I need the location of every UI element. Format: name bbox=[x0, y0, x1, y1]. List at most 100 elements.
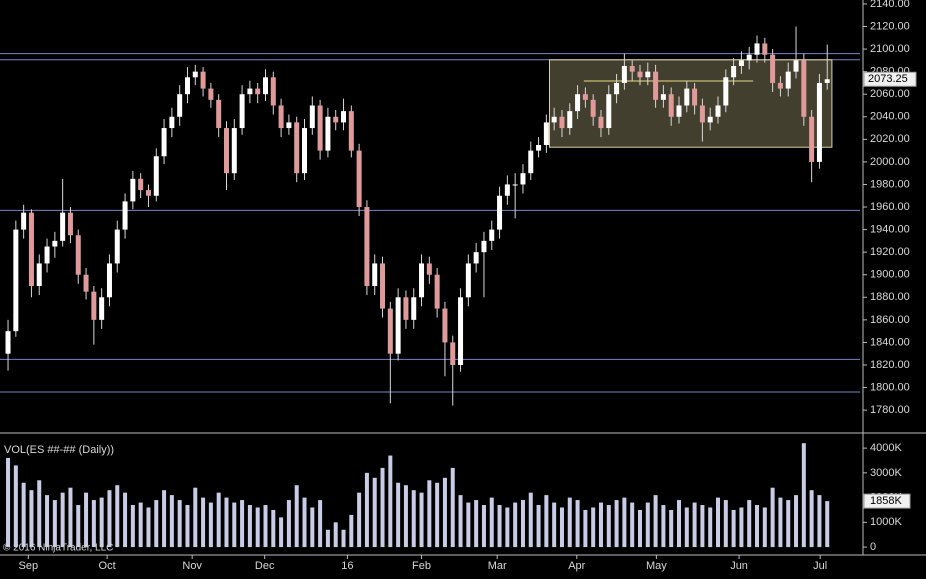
candle-body bbox=[317, 105, 323, 151]
volume-bar bbox=[403, 485, 408, 548]
volume-bar bbox=[349, 514, 354, 548]
volume-bar bbox=[201, 497, 206, 548]
volume-bar bbox=[786, 500, 791, 548]
volume-bar bbox=[107, 490, 112, 548]
candle-body bbox=[801, 60, 807, 117]
volume-bar bbox=[825, 501, 830, 548]
volume-bar bbox=[294, 485, 299, 548]
candle-body bbox=[809, 116, 815, 162]
volume-bar bbox=[676, 500, 681, 548]
candle-body bbox=[145, 190, 151, 196]
volume-bar bbox=[684, 507, 689, 548]
volume-bar bbox=[637, 509, 642, 548]
volume-bar bbox=[91, 500, 96, 548]
volume-bar bbox=[380, 467, 385, 548]
candle-body bbox=[341, 111, 347, 123]
volume-bar bbox=[778, 497, 783, 548]
volume-bar bbox=[52, 500, 57, 548]
x-tick-label: Jul bbox=[813, 560, 827, 572]
candle-body bbox=[356, 150, 362, 208]
candle-body bbox=[754, 43, 760, 55]
volume-bar bbox=[497, 505, 502, 548]
volume-bar bbox=[232, 502, 237, 548]
candle-body bbox=[348, 111, 354, 151]
volume-bar bbox=[747, 500, 752, 548]
range-box bbox=[548, 59, 833, 148]
volume-bar bbox=[138, 502, 143, 548]
candle-body bbox=[590, 99, 596, 117]
candle-body bbox=[450, 342, 456, 365]
volume-bar bbox=[364, 472, 369, 548]
volume-bar bbox=[731, 509, 736, 548]
y-tick-label: 1920.00 bbox=[870, 246, 910, 258]
candle-body bbox=[816, 82, 822, 162]
volume-bar bbox=[536, 505, 541, 548]
y-tick-label: 1900.00 bbox=[870, 269, 910, 281]
volume-bar bbox=[396, 482, 401, 548]
volume-tick-label: 3000K bbox=[870, 467, 902, 479]
volume-bar bbox=[169, 495, 174, 548]
candle-body bbox=[465, 263, 471, 298]
candle-body bbox=[777, 82, 783, 89]
volume-bar bbox=[76, 505, 81, 548]
candle-body bbox=[83, 274, 89, 292]
candle-body bbox=[122, 201, 128, 230]
volume-tick-label: 4000K bbox=[870, 442, 902, 454]
candle-body bbox=[309, 105, 315, 129]
volume-bar bbox=[739, 507, 744, 548]
volume-bar bbox=[559, 507, 564, 548]
candle-body bbox=[67, 212, 73, 236]
volume-bar bbox=[115, 485, 120, 548]
candle-body bbox=[481, 240, 487, 253]
y-tick-label: 2000.00 bbox=[870, 156, 910, 168]
x-tick-label: Sep bbox=[19, 560, 39, 572]
volume-bar bbox=[279, 517, 284, 548]
candle-body bbox=[28, 212, 34, 287]
candle-body bbox=[637, 71, 643, 78]
volume-bar bbox=[271, 509, 276, 548]
volume-bar bbox=[427, 480, 432, 548]
volume-bar bbox=[193, 487, 198, 548]
last-price-box bbox=[863, 71, 917, 87]
volume-bar bbox=[310, 507, 315, 548]
x-tick-label: Jun bbox=[730, 560, 748, 572]
candle-body bbox=[543, 122, 549, 145]
candle-body bbox=[442, 308, 448, 343]
candle-body bbox=[192, 71, 198, 78]
candle-body bbox=[403, 297, 409, 320]
candle-body bbox=[44, 246, 50, 264]
volume-bar bbox=[372, 477, 377, 548]
volume-bar bbox=[435, 482, 440, 548]
candle-body bbox=[692, 88, 698, 106]
y-tick-label: 2060.00 bbox=[870, 88, 910, 100]
volume-bar bbox=[286, 500, 291, 548]
candle-body bbox=[707, 116, 713, 123]
candle-body bbox=[699, 105, 705, 123]
volume-bar bbox=[544, 495, 549, 548]
candle-body bbox=[793, 60, 799, 72]
candle-body bbox=[668, 94, 674, 117]
volume-bar bbox=[419, 492, 424, 548]
candle-body bbox=[770, 54, 776, 83]
candle-body bbox=[114, 229, 120, 264]
volume-bar bbox=[318, 500, 323, 548]
x-tick-label: Feb bbox=[412, 560, 431, 572]
volume-bar bbox=[247, 505, 252, 548]
candle-body bbox=[364, 207, 370, 287]
candle-body bbox=[582, 94, 588, 100]
volume-bar bbox=[606, 505, 611, 548]
candle-body bbox=[138, 178, 144, 191]
volume-bar bbox=[692, 502, 697, 548]
volume-bar bbox=[123, 492, 128, 548]
candle-body bbox=[161, 128, 167, 157]
y-tick-label: 1800.00 bbox=[870, 381, 910, 393]
candle-body bbox=[567, 111, 573, 129]
volume-bar bbox=[575, 500, 580, 548]
volume-tick-label: 0 bbox=[870, 541, 876, 553]
candle-body bbox=[731, 66, 737, 78]
volume-bar bbox=[154, 500, 159, 548]
y-tick-label: 2020.00 bbox=[870, 133, 910, 145]
volume-bar bbox=[817, 495, 822, 548]
volume-bar bbox=[630, 502, 635, 548]
